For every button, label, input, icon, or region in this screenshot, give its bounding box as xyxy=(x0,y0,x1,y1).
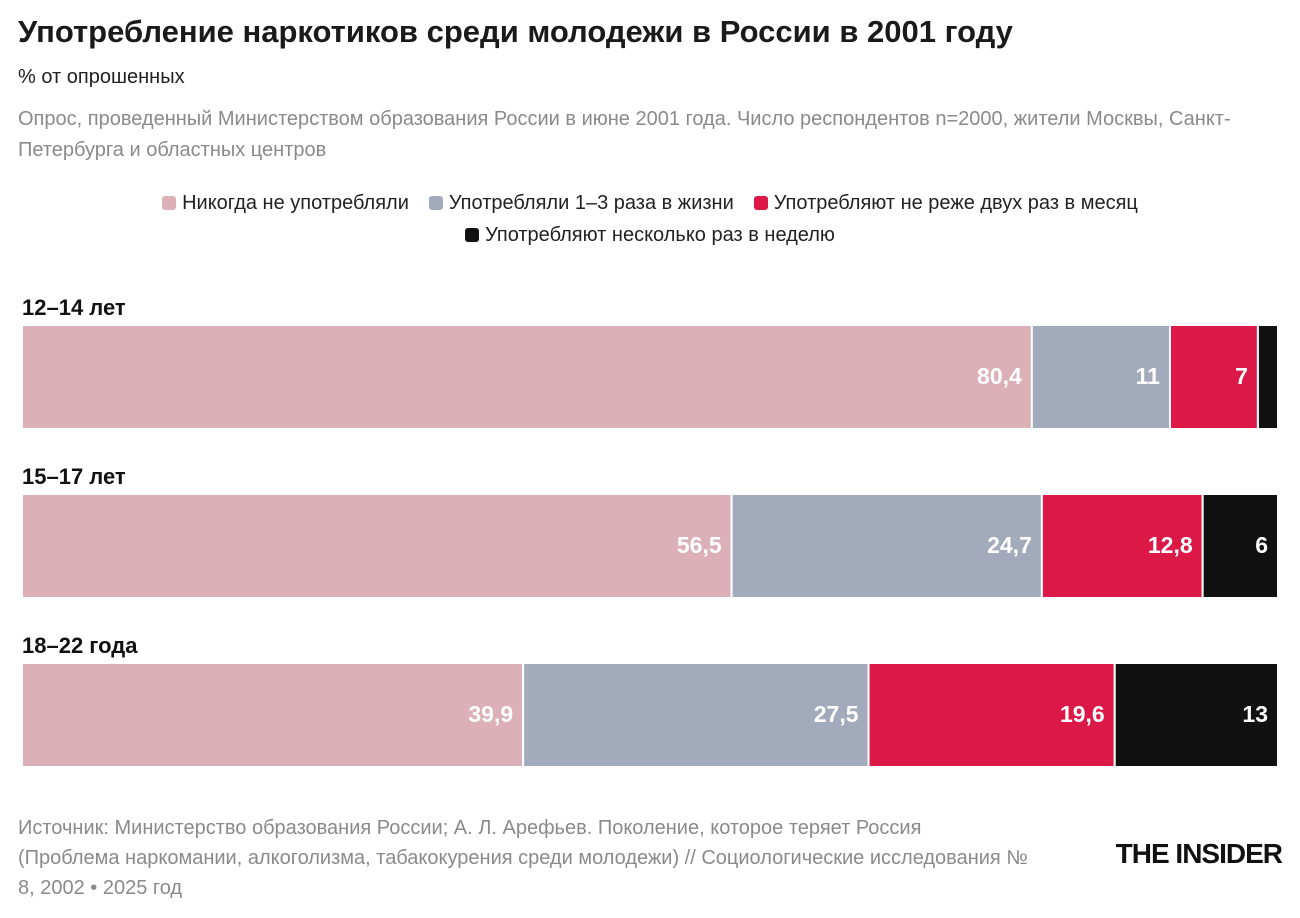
legend-swatch xyxy=(753,196,768,210)
legend-label: Никогда не употребляли xyxy=(182,191,409,214)
data-label: 19,6 xyxy=(1060,701,1105,727)
data-label: 6 xyxy=(1255,532,1268,558)
legend-swatch xyxy=(162,196,177,210)
bar-segment xyxy=(1168,324,1259,430)
bar-segment xyxy=(1030,324,1171,430)
logo: THE INSIDER xyxy=(1115,838,1283,869)
data-label: 80,4 xyxy=(977,363,1022,389)
legend-item: Употребляли 1–3 раза в жизни xyxy=(428,190,734,216)
legend-label: Употребляют несколько раз в неделю xyxy=(485,223,835,246)
data-label: 39,9 xyxy=(468,701,513,727)
legend-item: Никогда не употребляли xyxy=(162,190,409,216)
bar-segment xyxy=(867,662,1116,768)
legend-swatch xyxy=(465,228,480,242)
data-label: 13 xyxy=(1242,701,1268,727)
source: Источник: Министерство образования Росси… xyxy=(18,817,1028,899)
data-label: 11 xyxy=(1136,363,1161,389)
legend-item: Употребляют несколько раз в неделю xyxy=(465,222,835,248)
chart-subtitle: % от опрошенных xyxy=(18,66,185,88)
legend-item: Употребляют не реже двух раз в месяц xyxy=(753,190,1138,216)
legend-swatch xyxy=(428,196,443,210)
data-label: 24,7 xyxy=(987,532,1032,558)
legend: Никогда не употребляли Употребляли 1–3 ра… xyxy=(60,190,1240,248)
category-label: 15–17 лет xyxy=(22,464,126,489)
data-label: 12,8 xyxy=(1148,532,1193,558)
bar-segment xyxy=(1113,662,1279,768)
bar-segment xyxy=(21,324,1033,430)
category-label: 18–22 года xyxy=(22,633,138,658)
data-label: 56,5 xyxy=(677,532,722,558)
data-label: 7 xyxy=(1235,363,1248,389)
bar-segment xyxy=(1256,324,1280,430)
bar-segment xyxy=(21,493,733,599)
legend-label: Употребляют не реже двух раз в месяц xyxy=(773,191,1138,214)
bar-segment xyxy=(1201,493,1280,599)
chart-title: Употребление наркотиков среди молодежи в… xyxy=(18,14,1013,49)
category-label: 12–14 лет xyxy=(22,295,126,320)
chart-description: Опрос, проведенный Министерством образов… xyxy=(18,108,1231,161)
legend-label: Употребляли 1–3 раза в жизни xyxy=(448,191,734,214)
data-label: 27,5 xyxy=(814,701,859,727)
bar-segment xyxy=(21,662,525,768)
bar-segment xyxy=(522,662,870,768)
